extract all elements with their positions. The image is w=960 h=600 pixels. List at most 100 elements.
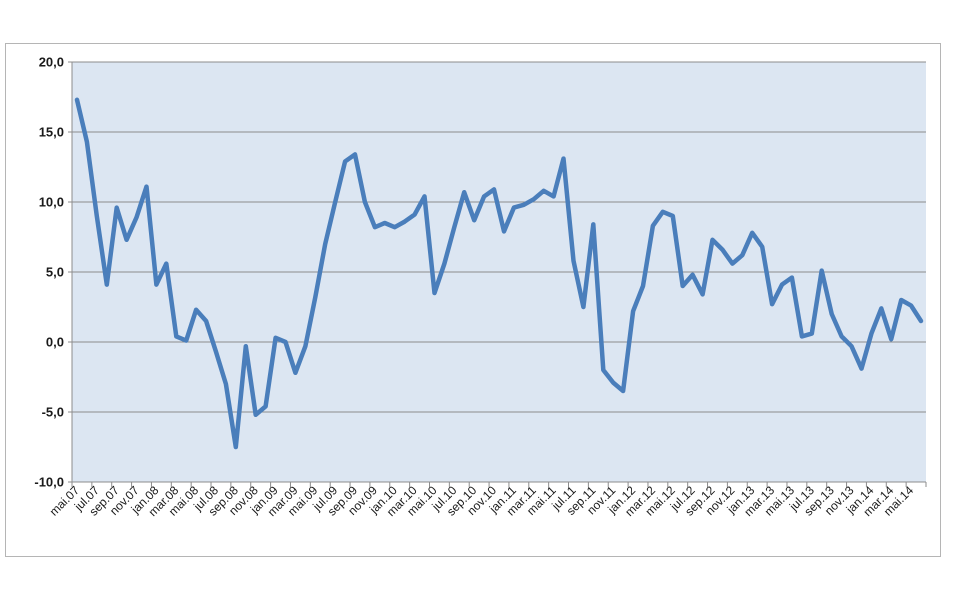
data-point xyxy=(363,200,367,204)
data-point xyxy=(681,284,685,288)
data-point xyxy=(750,231,754,235)
data-point xyxy=(462,190,466,194)
data-point xyxy=(75,98,79,102)
data-point xyxy=(651,224,655,228)
y-tick-label: 5,0 xyxy=(46,265,64,280)
data-point xyxy=(164,262,168,266)
data-point xyxy=(661,210,665,214)
data-point xyxy=(154,283,158,287)
data-point xyxy=(85,140,89,144)
data-point xyxy=(522,203,526,207)
y-tick-label: 15,0 xyxy=(39,125,64,140)
data-point xyxy=(800,334,804,338)
data-point xyxy=(353,152,357,156)
data-point xyxy=(542,189,546,193)
data-point xyxy=(144,185,148,189)
data-point xyxy=(631,309,635,313)
data-point xyxy=(403,220,407,224)
data-point xyxy=(254,413,258,417)
data-point xyxy=(869,332,873,336)
data-point xyxy=(284,340,288,344)
data-point xyxy=(641,284,645,288)
data-point xyxy=(840,334,844,338)
data-point xyxy=(691,273,695,277)
data-point xyxy=(770,302,774,306)
data-point xyxy=(820,269,824,273)
data-point xyxy=(909,304,913,308)
data-point xyxy=(204,319,208,323)
data-point xyxy=(571,259,575,263)
data-point xyxy=(393,225,397,229)
data-point xyxy=(373,225,377,229)
data-point xyxy=(552,194,556,198)
data-point xyxy=(859,367,863,371)
data-point xyxy=(889,337,893,341)
data-point xyxy=(264,404,268,408)
data-point xyxy=(730,262,734,266)
data-point xyxy=(95,214,99,218)
data-point xyxy=(919,319,923,323)
data-point xyxy=(194,308,198,312)
data-point xyxy=(303,344,307,348)
y-tick-label: -5,0 xyxy=(42,405,64,420)
data-point xyxy=(720,248,724,252)
data-point xyxy=(532,197,536,201)
data-point xyxy=(482,194,486,198)
data-point xyxy=(780,283,784,287)
y-tick-label: -10,0 xyxy=(34,475,64,490)
data-point xyxy=(621,389,625,393)
series-line xyxy=(74,97,924,450)
data-point xyxy=(115,206,119,210)
data-point xyxy=(125,238,129,242)
axes xyxy=(68,61,927,487)
data-point xyxy=(442,262,446,266)
data-point xyxy=(790,276,794,280)
data-point xyxy=(740,253,744,257)
data-point xyxy=(313,295,317,299)
data-point xyxy=(432,291,436,295)
y-tick-label: 0,0 xyxy=(46,335,64,350)
y-axis-tick-labels: 20,0 15,0 10,0 5,0 0,0 -5,0 -10,0 xyxy=(34,55,64,490)
data-point xyxy=(184,339,188,343)
data-point xyxy=(472,218,476,222)
data-point xyxy=(701,292,705,296)
data-point xyxy=(502,229,506,233)
line-chart: 20,0 15,0 10,0 5,0 0,0 -5,0 -10,0 mai.07jul.07… xyxy=(34,55,927,519)
series-layer xyxy=(74,97,924,450)
data-point xyxy=(581,305,585,309)
data-point xyxy=(601,368,605,372)
data-point xyxy=(343,159,347,163)
data-point xyxy=(492,187,496,191)
data-point xyxy=(591,222,595,226)
data-point xyxy=(879,306,883,310)
y-tick-label: 10,0 xyxy=(39,195,64,210)
data-point xyxy=(899,298,903,302)
data-point xyxy=(452,225,456,229)
data-point xyxy=(512,206,516,210)
data-point xyxy=(333,200,337,204)
data-point xyxy=(562,157,566,161)
data-point xyxy=(423,194,427,198)
data-point xyxy=(224,382,228,386)
data-point xyxy=(413,213,417,217)
data-point xyxy=(850,344,854,348)
data-point xyxy=(293,371,297,375)
data-point xyxy=(810,332,814,336)
data-point xyxy=(611,381,615,385)
data-point xyxy=(711,238,715,242)
data-point xyxy=(760,245,764,249)
y-tick-label: 20,0 xyxy=(39,55,64,70)
chart-frame: 20,0 15,0 10,0 5,0 0,0 -5,0 -10,0 mai.07 jul.07… xyxy=(5,43,941,557)
data-point xyxy=(174,334,178,338)
data-point xyxy=(274,336,278,340)
x-axis-tick-labels: mai.07jul.07sep.07nov.07jan.08mar.08mai.… xyxy=(47,483,917,519)
data-point xyxy=(244,344,248,348)
data-point xyxy=(323,242,327,246)
data-point xyxy=(383,221,387,225)
data-point xyxy=(671,214,675,218)
data-point xyxy=(830,312,834,316)
data-point xyxy=(234,445,238,449)
data-point xyxy=(214,350,218,354)
data-point xyxy=(135,215,139,219)
data-point xyxy=(105,283,109,287)
